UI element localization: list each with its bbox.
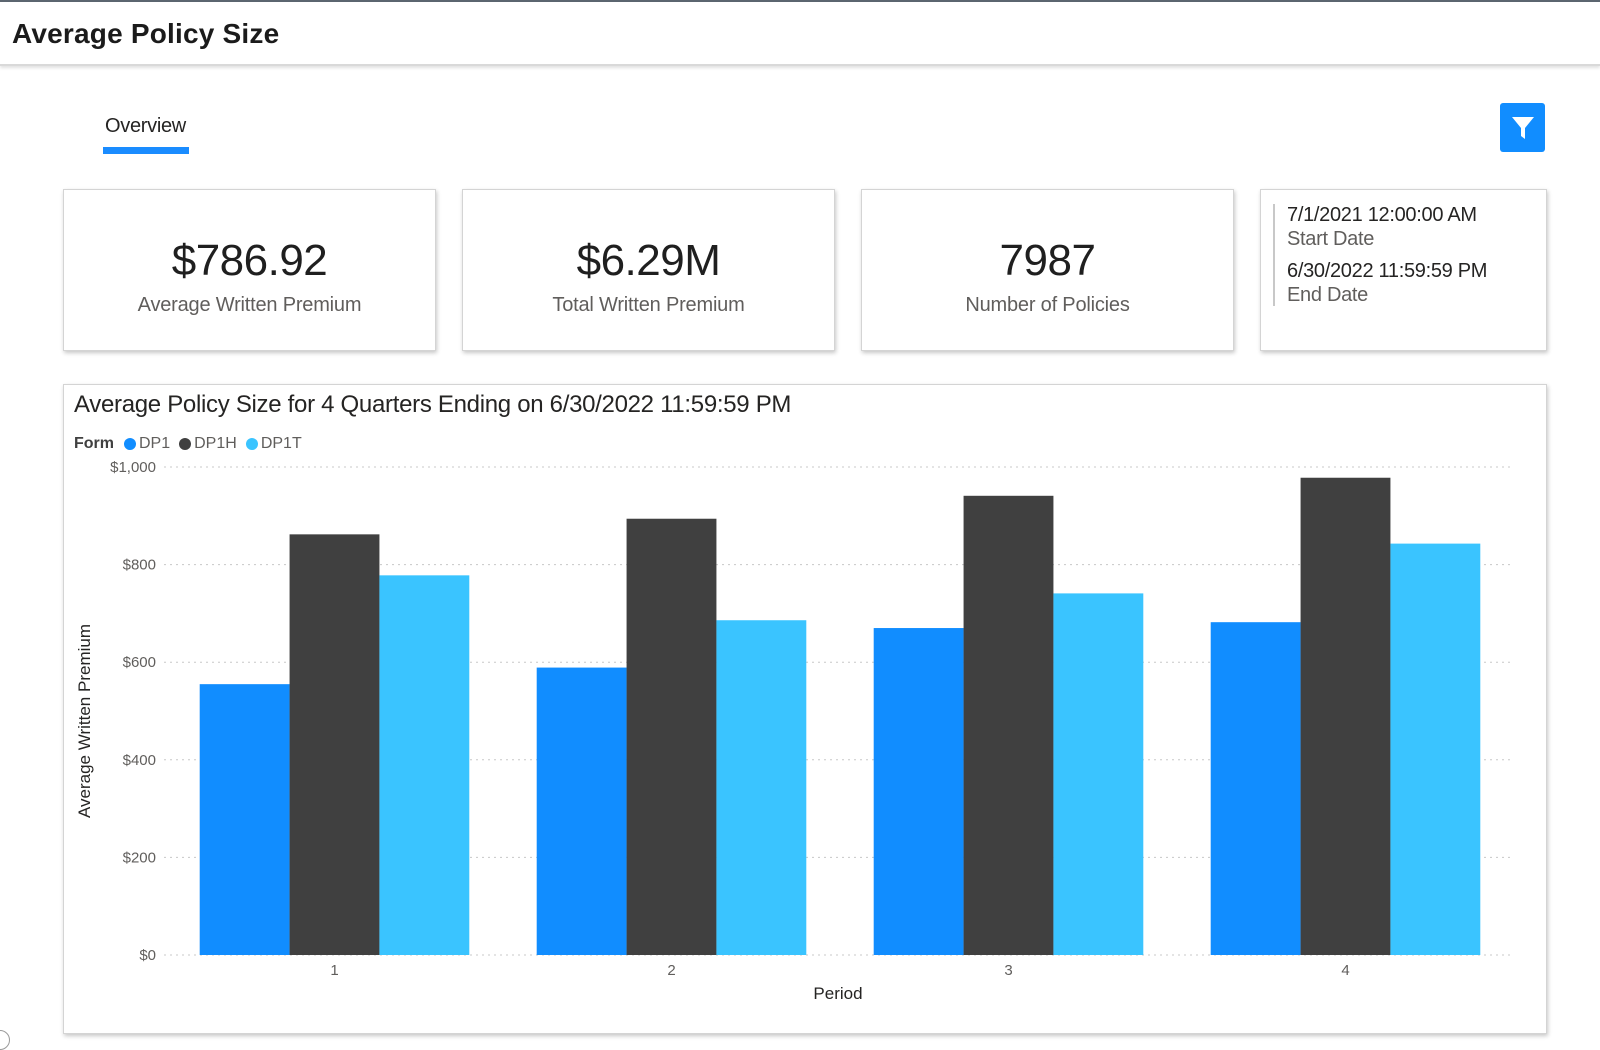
bar-dp1h-period-2	[626, 518, 717, 955]
bar-dp1-period-4	[1210, 622, 1301, 955]
bar-chart: $0 $200 $400 $600 $800 $1,000 1 2 3 4 Period Averag…	[75, 459, 1512, 1003]
kpi-card-number-of-policies[interactable]: 7987 Number of Policies	[861, 189, 1234, 351]
kpi-value: $6.29M	[576, 236, 721, 285]
date-range-card[interactable]: 7/1/2021 12:00:00 AM Start Date 6/30/202…	[1260, 189, 1547, 351]
kpi-label: Total Written Premium	[552, 294, 745, 316]
legend-title: Form	[74, 435, 114, 452]
start-date-value: 7/1/2021 12:00:00 AM	[1287, 204, 1477, 226]
x-tick-label: 4	[1341, 962, 1349, 979]
y-tick-label: $800	[123, 557, 156, 574]
kpi-card-total-written-premium[interactable]: $6.29M Total Written Premium	[462, 189, 835, 351]
bar-dp1t-period-2	[716, 620, 807, 955]
tab-overview-label: Overview	[105, 115, 186, 137]
legend-dot	[179, 438, 192, 450]
kpi-label: Average Written Premium	[137, 294, 362, 316]
window-top-border	[0, 0, 1600, 2]
legend-item-dp1h[interactable]: DP1H	[179, 435, 237, 453]
chart-card[interactable]: Average Policy Size for 4 Quarters Endin…	[63, 384, 1547, 1034]
kpi-value: 7987	[999, 236, 1096, 285]
end-date-value: 6/30/2022 11:59:59 PM	[1287, 260, 1488, 282]
legend-label: DP1	[139, 435, 171, 452]
page-corner-control[interactable]	[0, 1030, 10, 1050]
bar-dp1h-period-4	[1300, 477, 1391, 955]
legend-label: DP1H	[194, 435, 237, 452]
bar-dp1t-period-3	[1053, 593, 1144, 955]
y-tick-label: $200	[123, 849, 156, 866]
kpi-value: $786.92	[171, 236, 328, 285]
legend-dot	[124, 438, 136, 450]
legend-item-dp1[interactable]: DP1	[124, 435, 170, 453]
y-tick-label: $0	[139, 947, 156, 964]
y-axis-title: Average Written Premium	[75, 624, 94, 818]
y-tick-label: $1,000	[110, 459, 156, 476]
x-axis-title: Period	[813, 984, 862, 1003]
bar-dp1-period-2	[536, 667, 627, 955]
report-header: Average Policy Size	[0, 2, 1600, 66]
legend-label: DP1T	[260, 435, 302, 452]
kpi-label: Number of Policies	[965, 294, 1130, 316]
chart-legend: Form DP1 DP1H DP1T	[74, 435, 311, 453]
legend-item-dp1t[interactable]: DP1T	[245, 435, 302, 453]
bar-dp1-period-3	[873, 628, 964, 955]
date-card-divider	[1273, 204, 1275, 306]
legend-dot	[245, 438, 258, 450]
x-tick-label: 1	[330, 962, 338, 979]
end-date-label: End Date	[1287, 284, 1368, 306]
page-title: Average Policy Size	[12, 18, 280, 49]
x-tick-label: 2	[667, 962, 675, 979]
tab-active-indicator	[103, 147, 189, 154]
bar-dp1-period-1	[199, 684, 290, 955]
tab-overview[interactable]: Overview	[103, 115, 191, 155]
start-date-label: Start Date	[1287, 228, 1375, 250]
funnel-icon	[1511, 116, 1534, 139]
bar-dp1h-period-1	[289, 534, 380, 955]
y-tick-label: $600	[123, 654, 156, 671]
chart-title: Average Policy Size for 4 Quarters Endin…	[74, 391, 792, 418]
bar-dp1h-period-3	[963, 495, 1054, 955]
kpi-card-average-written-premium[interactable]: $786.92 Average Written Premium	[63, 189, 436, 351]
y-tick-label: $400	[123, 752, 156, 769]
bar-dp1t-period-4	[1390, 543, 1481, 955]
filter-button[interactable]	[1500, 103, 1545, 152]
x-tick-label: 3	[1004, 962, 1012, 979]
bar-dp1t-period-1	[379, 575, 470, 955]
